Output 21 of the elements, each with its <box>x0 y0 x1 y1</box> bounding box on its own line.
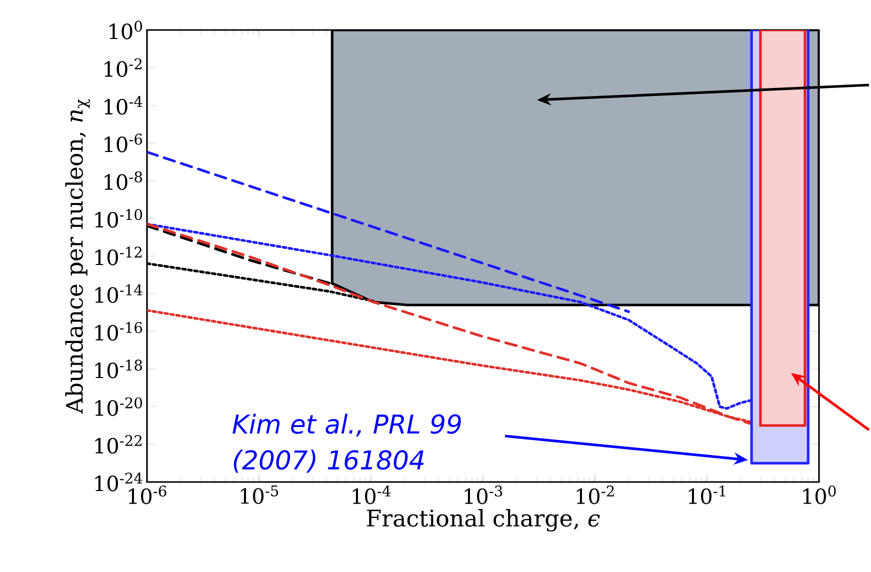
x-tick-label: 10$^{-1}$ <box>688 486 726 504</box>
x-tick-label: 10$^{0}$ <box>803 486 836 504</box>
x-tick-label: 10$^{-2}$ <box>576 486 614 504</box>
y-tick-label: 10$^{-18}$ <box>95 360 142 378</box>
y-tick-label: 10$^{-10}$ <box>95 209 142 228</box>
y-tick-label: 10$^{-12}$ <box>95 246 142 266</box>
y-tick-label: 10$^{-20}$ <box>95 397 142 416</box>
y-tick-label: 10$^{-8}$ <box>104 171 142 190</box>
y-tick-label: 10$^{-2}$ <box>104 58 142 77</box>
x-tick-label: 10$^{-3}$ <box>464 486 502 504</box>
x-tick-label: 10$^{-5}$ <box>240 486 278 504</box>
y-tick-label: 10$^{-14}$ <box>95 284 142 303</box>
y-tick-label: 10$^{-4}$ <box>104 96 142 115</box>
y-tick-label: 10$^{-22}$ <box>95 435 142 454</box>
y-tick-label: 10$^{0}$ <box>110 20 142 40</box>
x-tick-label: 10$^{-4}$ <box>352 486 390 504</box>
x-axis-title: Fractional charge, ϵ <box>366 509 600 532</box>
y-tick-label: 10$^{-6}$ <box>104 134 142 152</box>
annotation: Kim et al., PRL 99 (2007) 161804 <box>232 414 461 473</box>
y-axis-title: Abundance per nucleon, n$_{χ}$ <box>65 99 90 414</box>
y-tick-label: 10$^{-16}$ <box>95 322 142 341</box>
